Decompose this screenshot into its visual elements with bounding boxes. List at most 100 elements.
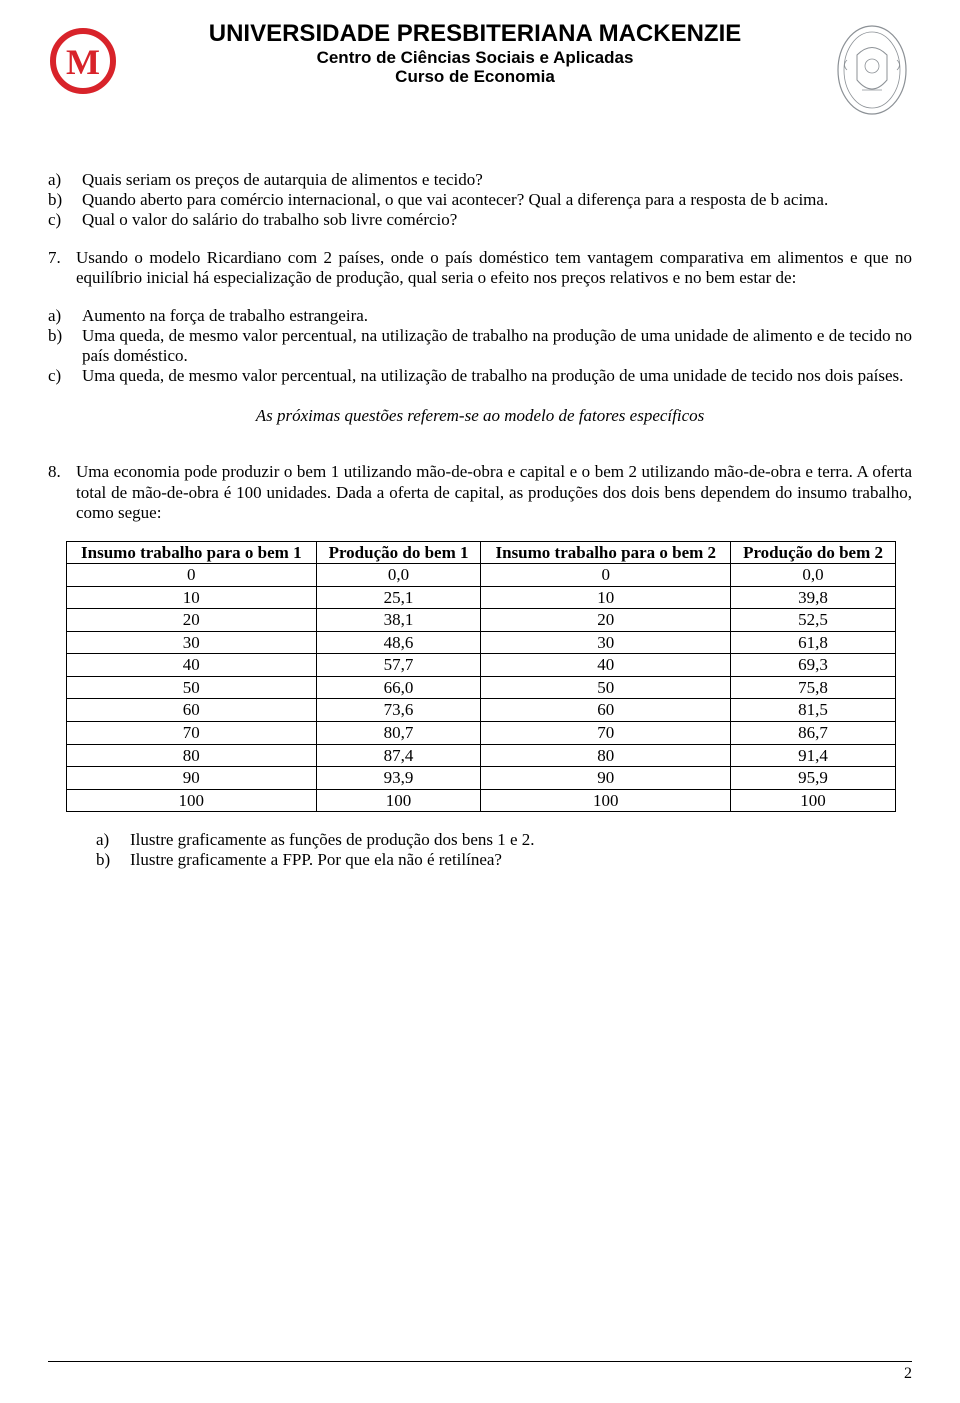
table-row: 5066,05075,8	[67, 676, 896, 699]
table-row: 1025,11039,8	[67, 586, 896, 609]
list-item: a) Quais seriam os preços de autarquia d…	[48, 170, 912, 190]
table-cell: 86,7	[731, 721, 896, 744]
table-header-row: Insumo trabalho para o bem 1 Produção do…	[67, 541, 896, 564]
question-6-sublist: a) Quais seriam os preços de autarquia d…	[48, 170, 912, 230]
table-cell: 30	[67, 631, 317, 654]
item-text: Quando aberto para comércio internaciona…	[82, 190, 912, 210]
item-marker: c)	[48, 210, 82, 230]
table-cell: 0	[481, 564, 731, 587]
table-cell: 10	[481, 586, 731, 609]
col-header: Insumo trabalho para o bem 1	[67, 541, 317, 564]
course-subtitle: Curso de Economia	[128, 67, 822, 87]
item-text: Uma queda, de mesmo valor percentual, na…	[82, 326, 912, 366]
table-cell: 87,4	[316, 744, 481, 767]
table-cell: 50	[67, 676, 317, 699]
table-cell: 100	[67, 789, 317, 812]
table-cell: 52,5	[731, 609, 896, 632]
svg-text:M: M	[66, 42, 100, 82]
list-item: b) Uma queda, de mesmo valor percentual,…	[48, 326, 912, 366]
table-row: 00,000,0	[67, 564, 896, 587]
list-item: b) Quando aberto para comércio internaci…	[48, 190, 912, 210]
header-titles: UNIVERSIDADE PRESBITERIANA MACKENZIE Cen…	[118, 20, 832, 87]
table-cell: 20	[481, 609, 731, 632]
page-footer: 2	[48, 1361, 912, 1383]
question-8: 8. Uma economia pode produzir o bem 1 ut…	[48, 462, 912, 522]
crest-icon	[832, 20, 912, 120]
center-subtitle: Centro de Ciências Sociais e Aplicadas	[128, 48, 822, 68]
table-cell: 50	[481, 676, 731, 699]
item-marker: b)	[48, 326, 82, 366]
production-table-wrap: Insumo trabalho para o bem 1 Produção do…	[66, 541, 912, 813]
question-7-sublist: a) Aumento na força de trabalho estrange…	[48, 306, 912, 386]
table-row: 6073,66081,5	[67, 699, 896, 722]
table-cell: 38,1	[316, 609, 481, 632]
table-cell: 40	[67, 654, 317, 677]
table-cell: 90	[67, 767, 317, 790]
table-cell: 60	[481, 699, 731, 722]
table-row: 100100100100	[67, 789, 896, 812]
table-cell: 100	[316, 789, 481, 812]
table-cell: 25,1	[316, 586, 481, 609]
table-cell: 91,4	[731, 744, 896, 767]
production-table: Insumo trabalho para o bem 1 Produção do…	[66, 541, 896, 813]
table-cell: 80	[481, 744, 731, 767]
item-text: Quais seriam os preços de autarquia de a…	[82, 170, 912, 190]
list-item: c) Qual o valor do salário do trabalho s…	[48, 210, 912, 230]
table-cell: 48,6	[316, 631, 481, 654]
content-body: a) Quais seriam os preços de autarquia d…	[48, 170, 912, 870]
section-note: As próximas questões referem-se ao model…	[48, 406, 912, 426]
question-number: 7.	[48, 248, 76, 288]
table-cell: 93,9	[316, 767, 481, 790]
list-item: c) Uma queda, de mesmo valor percentual,…	[48, 366, 912, 386]
col-header: Produção do bem 1	[316, 541, 481, 564]
item-text: Ilustre graficamente as funções de produ…	[130, 830, 912, 850]
table-cell: 61,8	[731, 631, 896, 654]
table-cell: 80,7	[316, 721, 481, 744]
table-cell: 80	[67, 744, 317, 767]
document-header: M UNIVERSIDADE PRESBITERIANA MACKENZIE C…	[48, 20, 912, 120]
question-text: Uma economia pode produzir o bem 1 utili…	[76, 462, 912, 522]
col-header: Insumo trabalho para o bem 2	[481, 541, 731, 564]
table-cell: 39,8	[731, 586, 896, 609]
university-title: UNIVERSIDADE PRESBITERIANA MACKENZIE	[128, 20, 822, 48]
table-cell: 70	[67, 721, 317, 744]
question-number: 8.	[48, 462, 76, 522]
table-cell: 60	[67, 699, 317, 722]
list-item: b) Ilustre graficamente a FPP. Por que e…	[96, 850, 912, 870]
item-marker: a)	[48, 306, 82, 326]
table-cell: 66,0	[316, 676, 481, 699]
table-row: 2038,12052,5	[67, 609, 896, 632]
table-row: 8087,48091,4	[67, 744, 896, 767]
table-cell: 73,6	[316, 699, 481, 722]
table-cell: 75,8	[731, 676, 896, 699]
table-cell: 20	[67, 609, 317, 632]
table-row: 9093,99095,9	[67, 767, 896, 790]
item-marker: a)	[48, 170, 82, 190]
table-cell: 57,7	[316, 654, 481, 677]
table-cell: 0,0	[731, 564, 896, 587]
item-marker: b)	[96, 850, 130, 870]
list-item: a) Aumento na força de trabalho estrange…	[48, 306, 912, 326]
table-row: 4057,74069,3	[67, 654, 896, 677]
table-cell: 10	[67, 586, 317, 609]
item-text: Ilustre graficamente a FPP. Por que ela …	[130, 850, 912, 870]
item-text: Uma queda, de mesmo valor percentual, na…	[82, 366, 912, 386]
table-cell: 30	[481, 631, 731, 654]
table-cell: 40	[481, 654, 731, 677]
question-7: 7. Usando o modelo Ricardiano com 2 país…	[48, 248, 912, 288]
footer-divider	[48, 1361, 912, 1363]
table-cell: 0	[67, 564, 317, 587]
item-marker: a)	[96, 830, 130, 850]
item-text: Qual o valor do salário do trabalho sob …	[82, 210, 912, 230]
list-item: a) Ilustre graficamente as funções de pr…	[96, 830, 912, 850]
page: M UNIVERSIDADE PRESBITERIANA MACKENZIE C…	[0, 0, 960, 1403]
table-cell: 90	[481, 767, 731, 790]
question-8-sublist: a) Ilustre graficamente as funções de pr…	[96, 830, 912, 870]
table-row: 7080,77086,7	[67, 721, 896, 744]
table-cell: 95,9	[731, 767, 896, 790]
item-text: Aumento na força de trabalho estrangeira…	[82, 306, 912, 326]
table-cell: 70	[481, 721, 731, 744]
table-row: 3048,63061,8	[67, 631, 896, 654]
item-marker: b)	[48, 190, 82, 210]
table-cell: 100	[731, 789, 896, 812]
